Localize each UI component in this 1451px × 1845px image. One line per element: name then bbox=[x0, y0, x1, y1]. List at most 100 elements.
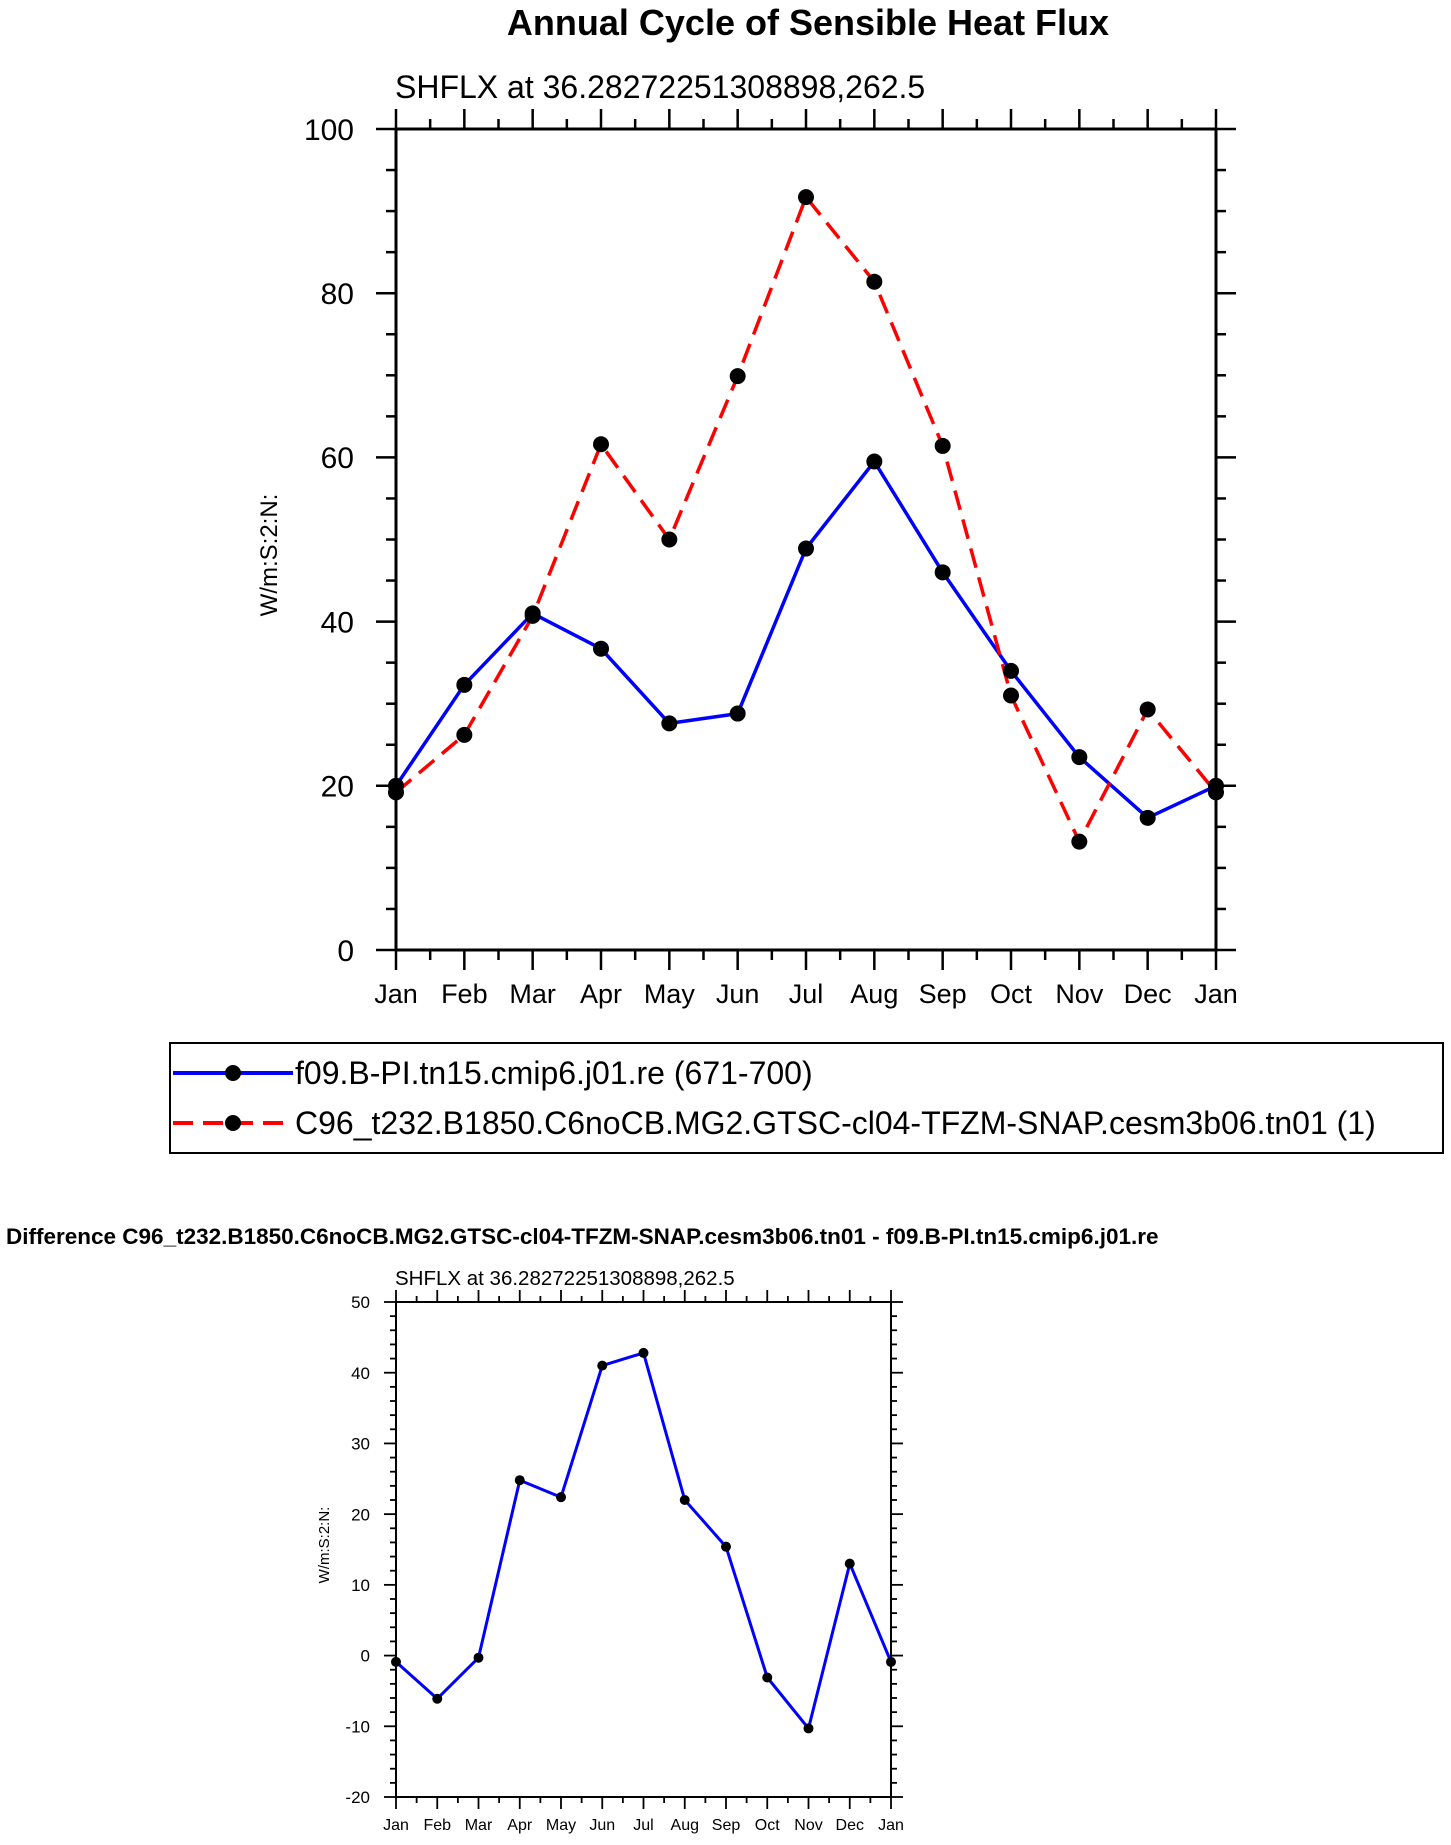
chart1-series-2-point bbox=[524, 607, 541, 624]
chart2-y-tick-label: -20 bbox=[345, 1788, 370, 1807]
chart2-series bbox=[391, 1347, 896, 1734]
chart2-x-tick-label: Jan bbox=[878, 1817, 904, 1834]
chart2-ticks bbox=[384, 1290, 903, 1809]
chart1-series-1-point bbox=[866, 453, 883, 470]
chart2-x-tick-labels: Jan Feb Mar Apr May Jun Jul Aug Sep Oct Nov Dec Jan bbox=[383, 1817, 904, 1834]
chart1-ticks bbox=[376, 109, 1236, 970]
chart1-x-tick-label: Feb bbox=[441, 979, 488, 1009]
chart1-x-tick-label: Jun bbox=[716, 979, 760, 1009]
chart2-x-tick-label: Jan bbox=[383, 1817, 409, 1834]
difference-chart: Difference C96_t232.B1850.C6noCB.MG2.GTS… bbox=[6, 1224, 1159, 1834]
legend-entry-series-1: f09.B-PI.tn15.cmip6.j01.re (671-700) bbox=[173, 1055, 813, 1091]
legend-frame bbox=[169, 1042, 1444, 1154]
chart2-x-tick-label: Jun bbox=[589, 1817, 615, 1834]
chart2-y-tick-label: 10 bbox=[351, 1576, 370, 1595]
chart1-series-2-point bbox=[661, 531, 678, 548]
chart1-series-2-point bbox=[456, 726, 473, 743]
chart2-x-tick-label: Dec bbox=[836, 1817, 864, 1834]
chart1-series-1-point bbox=[593, 640, 609, 657]
legend-marker-series-2 bbox=[225, 1115, 241, 1131]
chart2-series-1-point bbox=[391, 1656, 401, 1667]
chart1-x-tick-label: Jan bbox=[1194, 979, 1238, 1009]
chart1-series-2-point bbox=[593, 436, 609, 453]
chart1-series-2-point bbox=[934, 437, 951, 454]
chart1-x-tick-label: Mar bbox=[509, 979, 556, 1009]
chart1-y-tick-labels: 0 20 40 60 80 100 bbox=[304, 114, 354, 968]
chart2-y-tick-label: 40 bbox=[351, 1364, 370, 1383]
chart1-y-tick-label: 60 bbox=[321, 442, 354, 475]
chart1-series bbox=[388, 189, 1224, 850]
chart1-series-2-point bbox=[866, 273, 883, 290]
chart2-series-1-point bbox=[597, 1360, 608, 1371]
legend-label-series-2: C96_t232.B1850.C6noCB.MG2.GTSC-cl04-TFZM… bbox=[295, 1105, 1376, 1141]
chart1-series-2-point bbox=[1003, 687, 1019, 704]
chart2-series-1-point bbox=[473, 1652, 484, 1663]
chart1-x-tick-label: Jan bbox=[374, 979, 418, 1009]
chart1-x-tick-label: Aug bbox=[850, 979, 898, 1009]
chart1-x-tick-label: Oct bbox=[990, 979, 1033, 1009]
chart1-series-2-point bbox=[1139, 701, 1156, 718]
chart2-x-tick-label: Nov bbox=[794, 1817, 822, 1834]
chart2-series-1-point bbox=[721, 1541, 731, 1552]
chart2-x-tick-label: Apr bbox=[507, 1817, 533, 1834]
chart1-series-1-point bbox=[1139, 809, 1156, 826]
chart1-series-2-point bbox=[798, 189, 814, 206]
chart2-series-1-point bbox=[638, 1347, 649, 1358]
chart1-y-tick-label: 0 bbox=[337, 935, 354, 968]
chart1-x-tick-label: Dec bbox=[1124, 979, 1172, 1009]
annual-cycle-chart: Annual Cycle of Sensible Heat Flux SHFLX… bbox=[169, 2, 1444, 1154]
chart1-x-tick-label: Jul bbox=[789, 979, 824, 1009]
chart1-x-tick-label: Apr bbox=[580, 979, 622, 1009]
legend-label-series-1: f09.B-PI.tn15.cmip6.j01.re (671-700) bbox=[295, 1055, 813, 1091]
chart1-series-2-line bbox=[394, 195, 1218, 844]
chart2-series-1-point bbox=[556, 1492, 566, 1503]
chart2-x-tick-label: Aug bbox=[671, 1817, 699, 1834]
legend-entry-series-2: C96_t232.B1850.C6noCB.MG2.GTSC-cl04-TFZM… bbox=[173, 1105, 1376, 1141]
chart2-series-1-point bbox=[432, 1693, 443, 1704]
chart1-y-axis-label: W/m:S:2:N: bbox=[256, 494, 283, 617]
chart1-y-tick-label: 100 bbox=[304, 114, 354, 147]
chart2-x-tick-label: Oct bbox=[755, 1817, 780, 1834]
chart1-series-1-point bbox=[1003, 662, 1019, 679]
chart1-y-tick-label: 80 bbox=[321, 278, 354, 311]
chart1-subtitle: SHFLX at 36.28272251308898,262.5 bbox=[395, 69, 925, 105]
chart1-x-tick-labels: Jan Feb Mar Apr May Jun Jul Aug Sep Oct Nov Dec Jan bbox=[374, 979, 1238, 1009]
chart1-series-1-point bbox=[456, 676, 473, 693]
chart2-series-1-point bbox=[762, 1672, 773, 1683]
chart1-title: Annual Cycle of Sensible Heat Flux bbox=[507, 2, 1109, 43]
chart2-plot-frame bbox=[395, 1301, 892, 1798]
chart1-series-2-point bbox=[729, 368, 746, 385]
chart2-x-tick-label: Sep bbox=[712, 1817, 741, 1834]
chart1-series-2-point bbox=[1208, 784, 1224, 801]
chart2-y-tick-labels: -20 -10 0 10 20 30 40 50 bbox=[345, 1293, 370, 1807]
chart2-title: Difference C96_t232.B1850.C6noCB.MG2.GTS… bbox=[6, 1224, 1159, 1249]
chart2-x-tick-label: Feb bbox=[423, 1817, 451, 1834]
chart1-x-tick-label: May bbox=[644, 979, 696, 1009]
chart2-series-1-point bbox=[803, 1723, 814, 1734]
chart1-series-1-point bbox=[729, 705, 746, 722]
chart1-legend: f09.B-PI.tn15.cmip6.j01.re (671-700) C96… bbox=[169, 1042, 1444, 1154]
chart1-series-1-point bbox=[1071, 749, 1088, 766]
chart2-subtitle: SHFLX at 36.28272251308898,262.5 bbox=[395, 1267, 735, 1290]
chart2-x-tick-label: Jul bbox=[633, 1817, 653, 1834]
chart2-series-1-point bbox=[679, 1495, 690, 1505]
chart2-y-tick-label: 50 bbox=[351, 1293, 370, 1312]
chart1-series-1-point bbox=[661, 715, 678, 732]
legend-marker-series-1 bbox=[225, 1065, 241, 1081]
chart1-series-2-point bbox=[388, 784, 404, 801]
chart2-series-1-point bbox=[886, 1656, 896, 1667]
chart1-x-tick-label: Sep bbox=[919, 979, 967, 1009]
chart2-x-tick-label: Mar bbox=[465, 1817, 493, 1834]
chart2-y-tick-label: -10 bbox=[345, 1717, 370, 1736]
chart1-y-tick-label: 40 bbox=[321, 606, 354, 639]
chart2-series-1-point bbox=[844, 1558, 855, 1569]
chart2-x-tick-label: May bbox=[546, 1817, 576, 1834]
chart1-plot-frame bbox=[394, 127, 1218, 952]
chart1-series-2-point bbox=[1071, 833, 1088, 850]
chart2-y-tick-label: 30 bbox=[351, 1435, 370, 1454]
chart2-series-1-point bbox=[514, 1475, 525, 1486]
chart1-series-1-point bbox=[934, 564, 951, 581]
chart1-y-tick-label: 20 bbox=[321, 771, 354, 804]
chart1-series-1-point bbox=[798, 540, 814, 557]
